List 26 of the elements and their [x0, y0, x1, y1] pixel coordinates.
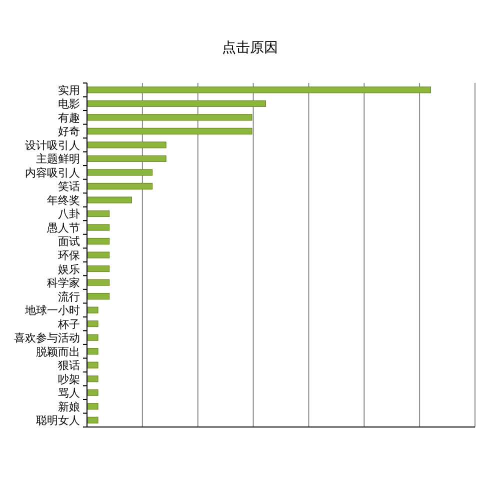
- category-label: 狠话: [58, 359, 80, 372]
- category-label: 年终奖: [47, 194, 80, 207]
- category-label: 笑话: [58, 180, 80, 194]
- category-label: 有趣: [58, 111, 80, 124]
- category-label: 脱颖而出: [36, 345, 80, 358]
- category-label: 地球一小时: [25, 304, 80, 318]
- category-label: 八卦: [58, 208, 80, 221]
- category-label: 内容吸引人: [25, 166, 80, 180]
- category-label: 主题鲜明: [36, 152, 80, 166]
- category-label: 杯子: [58, 318, 80, 331]
- category-label: 好奇: [58, 125, 80, 138]
- category-label: 娱乐: [58, 262, 80, 276]
- category-label: 流行: [58, 290, 80, 304]
- category-label: 愚人节: [47, 221, 80, 234]
- category-label: 喜欢参与活动: [14, 332, 80, 345]
- category-label: 环保: [58, 249, 80, 262]
- category-label: 电影: [58, 98, 80, 111]
- category-label: 科学家: [47, 276, 80, 290]
- category-label: 实用: [58, 84, 80, 97]
- category-label: 设计吸引人: [25, 138, 80, 152]
- category-label: 聪明女人: [36, 414, 80, 428]
- category-label: 新娘: [58, 400, 80, 414]
- category-label: 吵架: [58, 372, 80, 386]
- category-label: 骂人: [58, 386, 80, 400]
- title: 点击原因: [222, 40, 278, 56]
- category-label: 面试: [58, 235, 80, 248]
